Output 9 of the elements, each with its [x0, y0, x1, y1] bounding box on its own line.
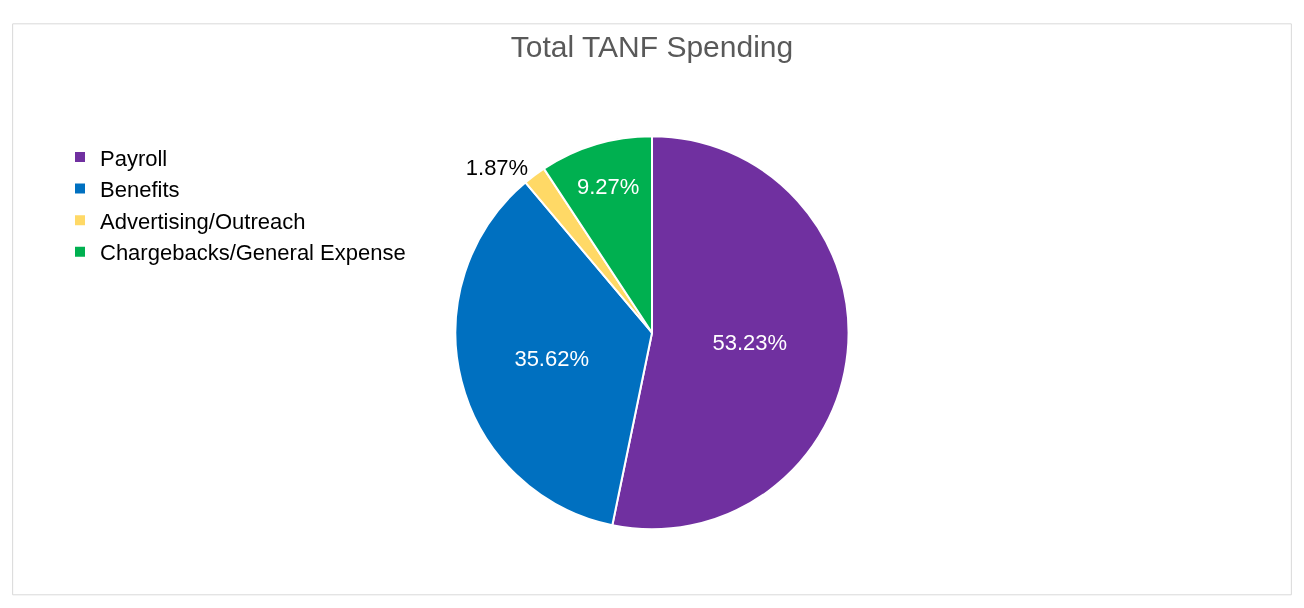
chart-title: Total TANF Spending [510, 30, 794, 64]
data-label: 35.62% [514, 345, 590, 371]
legend-label: Payroll [100, 145, 168, 171]
data-label: 1.87% [465, 154, 529, 180]
data-label: 53.23% [712, 330, 788, 356]
legend-label: Advertising/Outreach [100, 208, 306, 234]
data-label: 9.27% [576, 173, 640, 199]
legend-label: Benefits [100, 177, 180, 203]
legend-label: Chargebacks/General Expense [100, 240, 406, 266]
